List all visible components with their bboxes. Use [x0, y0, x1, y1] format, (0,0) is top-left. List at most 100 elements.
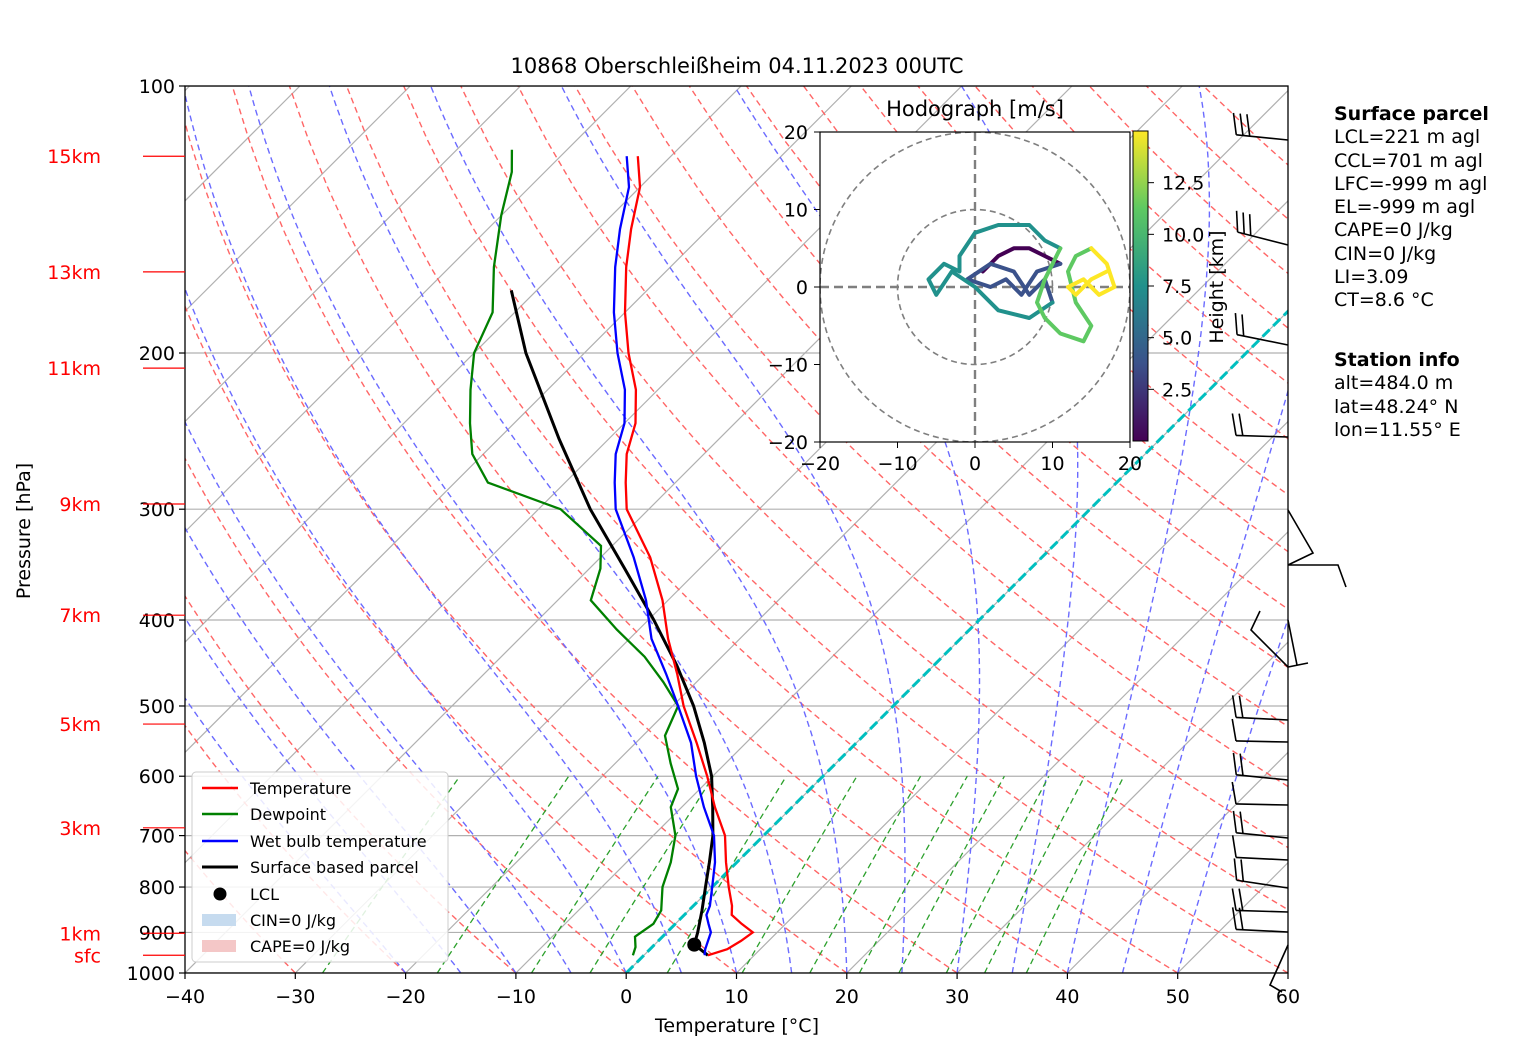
- dry-adiabat-line: [517, 86, 1288, 849]
- station-info-line: lon=11.55° E: [1334, 418, 1461, 441]
- dry-adiabat-line: [185, 456, 627, 973]
- wind-barb: [1236, 832, 1289, 839]
- mixing-ratio-line: [436, 775, 570, 973]
- wind-barb: [1235, 909, 1289, 913]
- legend-lcl-swatch: [213, 887, 227, 901]
- wind-barb-flag: [1239, 113, 1244, 136]
- hodograph-segment: [1035, 246, 1094, 344]
- moist-adiabat-line: [185, 526, 517, 973]
- isotherm-line: [185, 86, 521, 423]
- surface-parcel-line: CAPE=0 J/kg: [1334, 219, 1453, 242]
- wind-barb-flag: [1231, 888, 1237, 911]
- surface-parcel-header: Surface parcel: [1334, 103, 1489, 125]
- hodograph-colorbar: [1132, 130, 1149, 442]
- wind-barb-flag: [1231, 907, 1237, 930]
- x-tick-label: −40: [165, 986, 205, 1008]
- legend-cin-swatch: [202, 914, 236, 926]
- hodograph-x-tick: 10: [1040, 453, 1064, 475]
- height-tick-label: 15km: [47, 146, 101, 168]
- mixing-ratio-line: [984, 775, 1086, 973]
- moist-adiabat-line: [185, 91, 682, 973]
- mixing-ratio-line: [1025, 775, 1125, 973]
- height-tick-label: 7km: [59, 605, 101, 627]
- dry-adiabat-line: [185, 304, 737, 973]
- hodograph-y-tick: 10: [784, 200, 808, 222]
- height-tick-label: 9km: [59, 494, 101, 516]
- wind-barb: [1235, 803, 1289, 806]
- height-tick-label: 3km: [59, 818, 101, 840]
- colorbar-ticks: 12.5 10.0 7.5 5.0 2.5: [1148, 173, 1204, 401]
- colorbar-tick-label: 7.5: [1162, 276, 1192, 298]
- wind-barb-flag: [1231, 695, 1237, 718]
- wind-barb-flag: [1238, 695, 1244, 718]
- wind-barb-flag: [1235, 210, 1239, 233]
- chart-title: 10868 Oberschleißheim 04.11.2023 00UTC: [511, 54, 964, 78]
- surface-parcel-line: LFC=-999 m agl: [1334, 172, 1488, 195]
- y-axis-label: Pressure [hPa]: [13, 463, 35, 599]
- isotherm-line: [185, 86, 852, 754]
- wind-barb: [1236, 856, 1289, 861]
- isotherm-line: [185, 86, 411, 313]
- hodograph-y-tick: −20: [768, 432, 808, 454]
- surface-parcel-line: CIN=0 J/kg: [1334, 242, 1437, 265]
- x-tick-label: 10: [724, 986, 748, 1008]
- dry-adiabat-line: [345, 86, 1179, 973]
- colorbar-tick-label: 5.0: [1162, 328, 1192, 350]
- legend: Temperature Dewpoint Wet bulb temperatur…: [191, 771, 449, 963]
- hodograph-segment: [980, 246, 1063, 274]
- surface-parcel-line: LCL=221 m agl: [1334, 126, 1481, 149]
- moist-adiabat-line: [1121, 388, 1288, 973]
- series-wet-bulb-temperature: [612, 156, 717, 956]
- moist-adiabat-line: [733, 86, 981, 973]
- hodograph-x-tick: 0: [969, 453, 981, 475]
- series-temperature: [623, 156, 755, 957]
- wind-barb: [1236, 716, 1289, 721]
- wind-barb: [1235, 740, 1289, 743]
- wind-barb-flag: [1232, 752, 1238, 775]
- isotherm-line: [185, 86, 632, 533]
- surface-parcel-line: CT=8.6 °C: [1334, 289, 1434, 312]
- station-info-line: lat=48.24° N: [1334, 395, 1459, 418]
- x-tick-label: 30: [945, 986, 969, 1008]
- colorbar-tick-label: 10.0: [1162, 224, 1204, 246]
- mixing-ratio-line: [809, 775, 922, 973]
- x-axis-label: Temperature [°C]: [654, 1015, 819, 1037]
- hodograph-x-tick: 20: [1118, 453, 1142, 475]
- wind-barb-flag: [1232, 112, 1238, 135]
- y-tick-label: 400: [139, 610, 175, 632]
- wind-barb: [1235, 434, 1289, 438]
- wind-barb-flag: [1234, 313, 1238, 335]
- moist-adiabat-line: [185, 420, 572, 973]
- x-tick-label: 50: [1166, 986, 1190, 1008]
- hodograph-ticks: −20−20 −10 −10 0 0 10 10 20 20: [768, 122, 1142, 475]
- isotherm-line: [956, 641, 1288, 973]
- moist-adiabat-line: [560, 86, 906, 973]
- lcl-marker: [687, 937, 702, 952]
- isotherm-line: [736, 420, 1288, 973]
- wind-barb-flag: [1233, 858, 1238, 881]
- station-info-line: alt=484.0 m: [1334, 372, 1454, 395]
- x-axis-ticks: −40 −30 −20 −10 0 10 20 30 40 50 60: [165, 973, 1300, 1008]
- hodograph-inset: Hodograph [m/s] −20−20 −10 −10 0 0 10 10 20 20 1…: [768, 97, 1228, 475]
- x-tick-label: 20: [835, 986, 859, 1008]
- wind-barb-flag: [1231, 835, 1237, 858]
- isotherm-line: [846, 530, 1288, 973]
- x-tick-label: −20: [386, 986, 426, 1008]
- series-dewpoint: [468, 149, 680, 956]
- wind-barb: [1236, 928, 1289, 933]
- wind-barb: [1268, 944, 1289, 993]
- height-tick-label: 5km: [59, 714, 101, 736]
- wind-barb-flag: [1238, 413, 1244, 436]
- isotherm-line: [0, 86, 79, 973]
- moist-adiabat-line: [960, 86, 1079, 973]
- moist-adiabat-line: [1066, 86, 1211, 973]
- x-tick-label: 40: [1055, 986, 1079, 1008]
- legend-wetbulb-label: Wet bulb temperature: [250, 832, 427, 851]
- x-tick-label: −10: [496, 986, 536, 1008]
- y-tick-label: 100: [139, 76, 175, 98]
- surface-parcel-line: EL=-999 m agl: [1334, 196, 1476, 219]
- wind-barb-flag: [1242, 212, 1245, 234]
